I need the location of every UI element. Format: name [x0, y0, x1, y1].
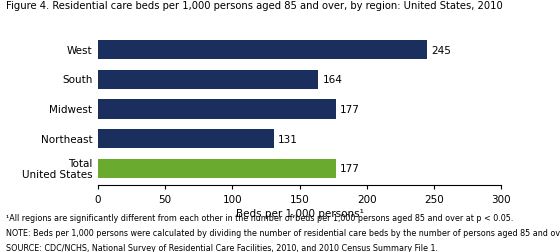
Bar	[98, 130, 274, 149]
Text: 164: 164	[323, 75, 342, 85]
X-axis label: Beds per 1,000 persons¹: Beds per 1,000 persons¹	[236, 208, 363, 218]
Text: 177: 177	[340, 164, 360, 174]
Text: Figure 4. Residential care beds per 1,000 persons aged 85 and over, by region: U: Figure 4. Residential care beds per 1,00…	[6, 1, 502, 11]
Text: 245: 245	[431, 46, 451, 55]
Text: NOTE: Beds per 1,000 persons were calculated by dividing the number of residenti: NOTE: Beds per 1,000 persons were calcul…	[6, 228, 560, 237]
Text: ¹All regions are significantly different from each other in the number of beds p: ¹All regions are significantly different…	[6, 213, 513, 222]
Bar	[98, 71, 319, 90]
Text: 131: 131	[278, 134, 298, 144]
Text: SOURCE: CDC/NCHS, National Survey of Residential Care Facilities, 2010, and 2010: SOURCE: CDC/NCHS, National Survey of Res…	[6, 243, 437, 252]
Bar	[98, 41, 427, 60]
Text: 177: 177	[340, 105, 360, 115]
Bar	[98, 159, 336, 178]
Bar	[98, 100, 336, 119]
